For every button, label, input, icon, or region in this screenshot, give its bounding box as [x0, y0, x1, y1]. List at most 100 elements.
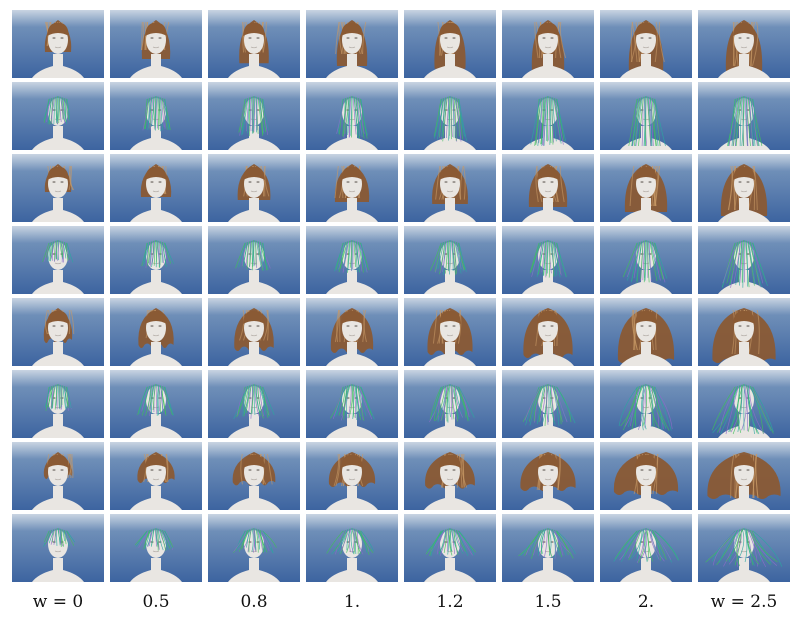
head-render	[502, 370, 594, 438]
result-image	[208, 10, 300, 78]
head	[636, 530, 656, 558]
result-image	[404, 298, 496, 366]
result-image	[698, 226, 790, 294]
result-image	[208, 82, 300, 150]
neck-shoulders	[326, 558, 378, 582]
hair-fringe	[733, 22, 755, 36]
neck-shoulders	[228, 342, 280, 366]
head-render	[404, 154, 496, 222]
result-image	[502, 82, 594, 150]
result-image	[404, 154, 496, 222]
result-image	[306, 298, 398, 366]
hair-fringe	[145, 454, 167, 468]
result-image	[110, 370, 202, 438]
hair-fringe	[733, 166, 755, 180]
head-render	[404, 514, 496, 582]
result-image	[12, 10, 104, 78]
hair-fringe	[733, 454, 755, 468]
head-render	[502, 514, 594, 582]
result-image	[306, 82, 398, 150]
hair-fringe	[47, 454, 69, 468]
head-render	[306, 370, 398, 438]
hair-fringe	[243, 310, 265, 324]
result-image	[698, 370, 790, 438]
result-image	[502, 226, 594, 294]
column-label: 1.	[343, 592, 361, 612]
hair-strands	[618, 384, 673, 431]
head-render	[306, 442, 398, 510]
head-render	[502, 298, 594, 366]
neck-shoulders	[620, 486, 672, 510]
neck-shoulders	[32, 486, 84, 510]
result-image	[698, 154, 790, 222]
result-image	[698, 82, 790, 150]
neck-shoulders	[424, 126, 476, 150]
result-image	[110, 298, 202, 366]
neck-shoulders	[620, 414, 672, 438]
hair-fringe	[145, 22, 167, 36]
head-render	[698, 514, 790, 582]
head-render	[110, 82, 202, 150]
neck-shoulders	[228, 126, 280, 150]
head-render	[110, 226, 202, 294]
head-render	[502, 10, 594, 78]
hair-strands	[711, 383, 774, 435]
column-labels: w = 0 0.5 0.8 1. 1.2 1.5 2. w = 2.5	[12, 592, 788, 616]
head-render	[306, 226, 398, 294]
neck-shoulders	[522, 414, 574, 438]
hair-strands	[235, 240, 271, 272]
neck-shoulders	[620, 198, 672, 222]
neck-shoulders	[326, 414, 378, 438]
result-image	[306, 10, 398, 78]
result-image	[208, 514, 300, 582]
neck-shoulders	[130, 54, 182, 78]
column-label: 0.8	[240, 592, 268, 612]
head-render	[208, 298, 300, 366]
hair-strands	[429, 240, 467, 276]
result-image	[12, 298, 104, 366]
column-label: w = 0	[32, 592, 84, 612]
head-render	[208, 82, 300, 150]
neck-shoulders	[32, 54, 84, 78]
head-render	[12, 154, 104, 222]
neck-shoulders	[620, 270, 672, 294]
head-render	[110, 154, 202, 222]
result-image	[208, 154, 300, 222]
neck-shoulders	[718, 54, 770, 78]
neck-shoulders	[718, 486, 770, 510]
result-image	[12, 82, 104, 150]
head-render	[306, 10, 398, 78]
head-render	[698, 370, 790, 438]
hair-strands	[141, 240, 174, 268]
result-image	[698, 10, 790, 78]
head-render	[600, 514, 692, 582]
neck-shoulders	[620, 342, 672, 366]
hair-strands	[334, 240, 369, 273]
result-image	[404, 514, 496, 582]
neck-shoulders	[228, 54, 280, 78]
neck-shoulders	[326, 270, 378, 294]
neck-shoulders	[326, 54, 378, 78]
head-render	[12, 10, 104, 78]
hair-fringe	[537, 454, 559, 468]
head-render	[698, 442, 790, 510]
hair-fringe	[537, 22, 559, 36]
hair-strands	[43, 96, 70, 125]
neck-shoulders	[522, 270, 574, 294]
head-render	[306, 82, 398, 150]
result-image	[600, 226, 692, 294]
hair-fringe	[341, 454, 363, 468]
result-image	[110, 442, 202, 510]
neck-shoulders	[522, 54, 574, 78]
result-image	[502, 514, 594, 582]
neck-shoulders	[32, 414, 84, 438]
hair-fringe	[47, 166, 69, 180]
neck-shoulders	[228, 486, 280, 510]
head-render	[12, 370, 104, 438]
hair-fringe	[341, 166, 363, 180]
result-image	[306, 154, 398, 222]
result-image	[208, 226, 300, 294]
result-image	[502, 442, 594, 510]
hair-strands	[721, 240, 768, 288]
hair-fringe	[243, 22, 265, 36]
